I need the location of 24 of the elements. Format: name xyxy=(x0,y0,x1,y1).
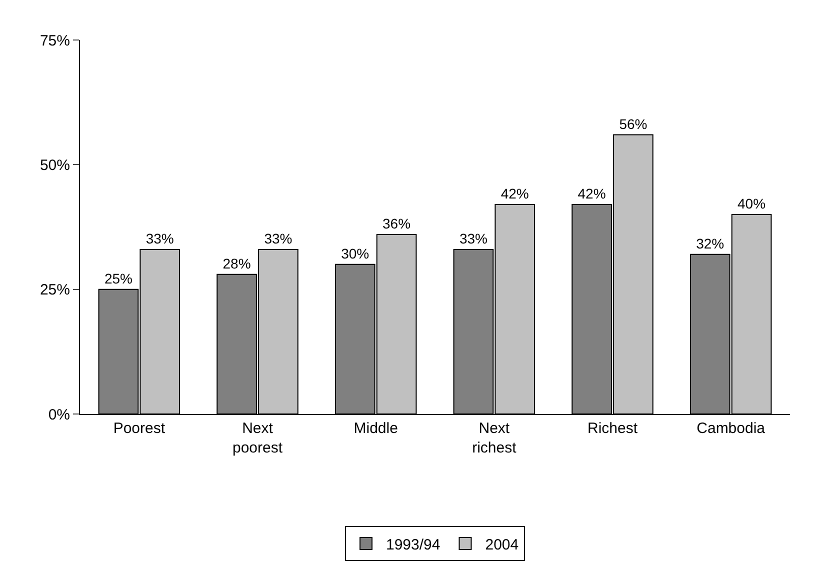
data-label: 32% xyxy=(696,235,724,252)
x-tick-label: Poorest xyxy=(113,420,166,437)
data-label: 33% xyxy=(264,230,292,246)
legend-label: 1993/94 xyxy=(386,536,440,554)
data-label: 30% xyxy=(341,245,370,262)
y-tick-label: 50% xyxy=(40,156,70,174)
data-label: 36% xyxy=(382,215,411,232)
legend-label: 2004 xyxy=(485,536,519,554)
y-tick-label: 0% xyxy=(48,406,70,424)
data-label: 33% xyxy=(146,230,174,246)
data-label: 42% xyxy=(578,186,606,202)
data-label: 42% xyxy=(500,186,529,202)
data-label: 33% xyxy=(459,230,488,246)
x-tick-label: Next richest xyxy=(472,420,518,456)
x-tick-label: Richest xyxy=(587,420,638,437)
x-tick-label: Next poorest xyxy=(232,420,284,456)
y-tick-label: 75% xyxy=(40,32,70,50)
data-label: 56% xyxy=(619,116,648,132)
data-label: 40% xyxy=(738,196,766,212)
x-tick-label: Cambodia xyxy=(696,420,766,437)
data-label: 28% xyxy=(222,255,251,272)
data-label: 25% xyxy=(104,270,132,286)
x-tick-label: Middle xyxy=(354,420,398,437)
y-tick-label: 25% xyxy=(40,282,70,299)
